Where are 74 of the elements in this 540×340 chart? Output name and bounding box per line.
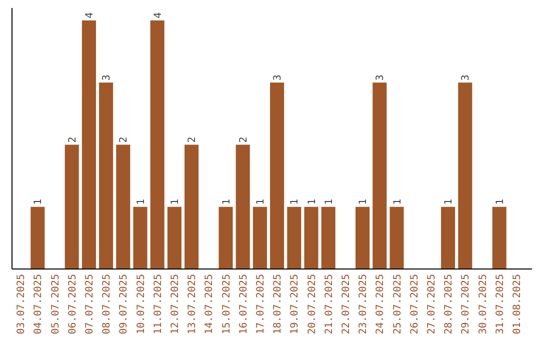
x-tick-label: 08.07.2025 [102,274,113,334]
x-tick-label: 06.07.2025 [67,274,78,334]
x-tick-label: 05.07.2025 [50,274,62,334]
bar [304,206,318,269]
x-tick-label: 16.07.2025 [238,274,250,334]
data-label: 2 [238,136,250,143]
data-label: 3 [102,74,113,81]
bar [116,144,130,269]
bar [321,206,336,269]
x-tick-label: 30.07.2025 [478,274,489,334]
bar [82,20,96,269]
data-label: 1 [324,198,335,205]
data-label: 2 [118,136,130,143]
bar [218,206,233,269]
data-label: 3 [272,74,284,81]
x-tick-label: 09.07.2025 [118,274,130,334]
bar [492,206,506,269]
x-tick-label: 11.07.2025 [152,274,164,334]
data-label: 4 [152,12,164,18]
x-tick-label: 20.07.2025 [306,274,318,334]
bar [64,144,79,269]
data-label: 3 [460,74,472,81]
x-tick-label: 03.07.2025 [16,274,28,334]
data-label: 1 [221,198,232,205]
x-tick-label: 18.07.2025 [272,274,284,334]
x-tick-label: 07.07.2025 [84,274,96,334]
x-tick-label: 17.07.2025 [255,274,266,334]
data-label: 4 [84,12,96,18]
bar [270,82,284,269]
x-tick-label: 04.07.2025 [33,274,44,334]
bar [150,20,164,269]
x-tick-label: 10.07.2025 [136,274,147,334]
x-tick-label: 31.07.2025 [494,274,506,334]
x-tick-label: 27.07.2025 [426,274,438,334]
x-tick-label: 26.07.2025 [409,274,420,334]
x-tick-label: 21.07.2025 [324,274,335,334]
bar [372,82,387,269]
data-label: 1 [358,198,370,205]
x-tick-label: 22.07.2025 [340,274,352,334]
bar [133,206,148,269]
bar [458,82,472,269]
data-label: 1 [136,198,147,205]
x-tick-label: 01.08.2025 [512,274,523,334]
bar [356,206,370,269]
bar [252,206,267,269]
data-label: 1 [306,198,318,205]
data-label: 1 [33,198,44,205]
bar [441,206,456,269]
data-label: 2 [187,136,198,143]
x-tick-label: 25.07.2025 [392,274,404,334]
data-label: 2 [67,136,78,143]
data-label: 1 [444,198,455,205]
x-tick-label: 28.07.2025 [444,274,455,334]
x-tick-label: 23.07.2025 [358,274,370,334]
bar [287,206,302,269]
x-tick-label: 29.07.2025 [460,274,472,334]
data-label: 1 [494,198,506,205]
data-label: 1 [170,198,181,205]
bar [167,206,182,269]
bar [236,144,250,269]
x-tick-label: 14.07.2025 [204,274,216,334]
x-tick-label: 12.07.2025 [170,274,181,334]
bar [390,206,404,269]
x-tick-label: 19.07.2025 [290,274,301,334]
x-tick-label: 15.07.2025 [221,274,232,334]
bar [30,206,45,269]
data-label: 1 [290,198,301,205]
data-label: 3 [375,74,386,81]
x-tick-label: 13.07.2025 [187,274,198,334]
bar [99,82,114,269]
x-tick-label: 24.07.2025 [375,274,386,334]
data-label: 1 [392,198,404,205]
bar [184,144,199,269]
data-label: 1 [255,198,266,205]
